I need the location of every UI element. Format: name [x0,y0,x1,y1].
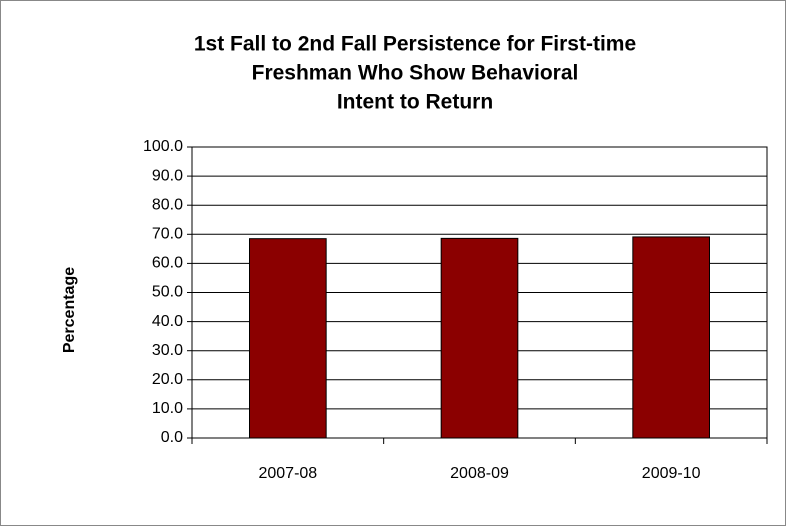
y-tick-label: 0.0 [161,429,183,446]
y-tick-label: 80.0 [152,196,183,213]
bar [249,238,327,439]
y-tick-label: 90.0 [152,167,183,184]
y-tick-label: 70.0 [152,226,183,243]
x-tick-label: 2009-10 [642,465,701,482]
x-tick-label: 2008-09 [450,465,509,482]
chart-title: Freshman Who Show Behavioral [252,62,579,85]
y-tick-label: 10.0 [152,400,183,417]
y-tick-label: 20.0 [152,371,183,388]
y-tick-label: 50.0 [152,284,183,301]
bar [440,237,519,439]
y-tick-label: 40.0 [152,313,183,330]
y-tick-label: 30.0 [152,342,183,359]
bar [632,236,710,439]
y-tick-label: 60.0 [152,255,183,272]
y-tick-label: 100.0 [143,138,183,155]
chart-title: 1st Fall to 2nd Fall Persistence for Fir… [194,33,636,56]
y-axis-label: Percentage [61,267,78,353]
chart-title: Intent to Return [337,91,493,114]
x-tick-label: 2007-08 [258,465,317,482]
